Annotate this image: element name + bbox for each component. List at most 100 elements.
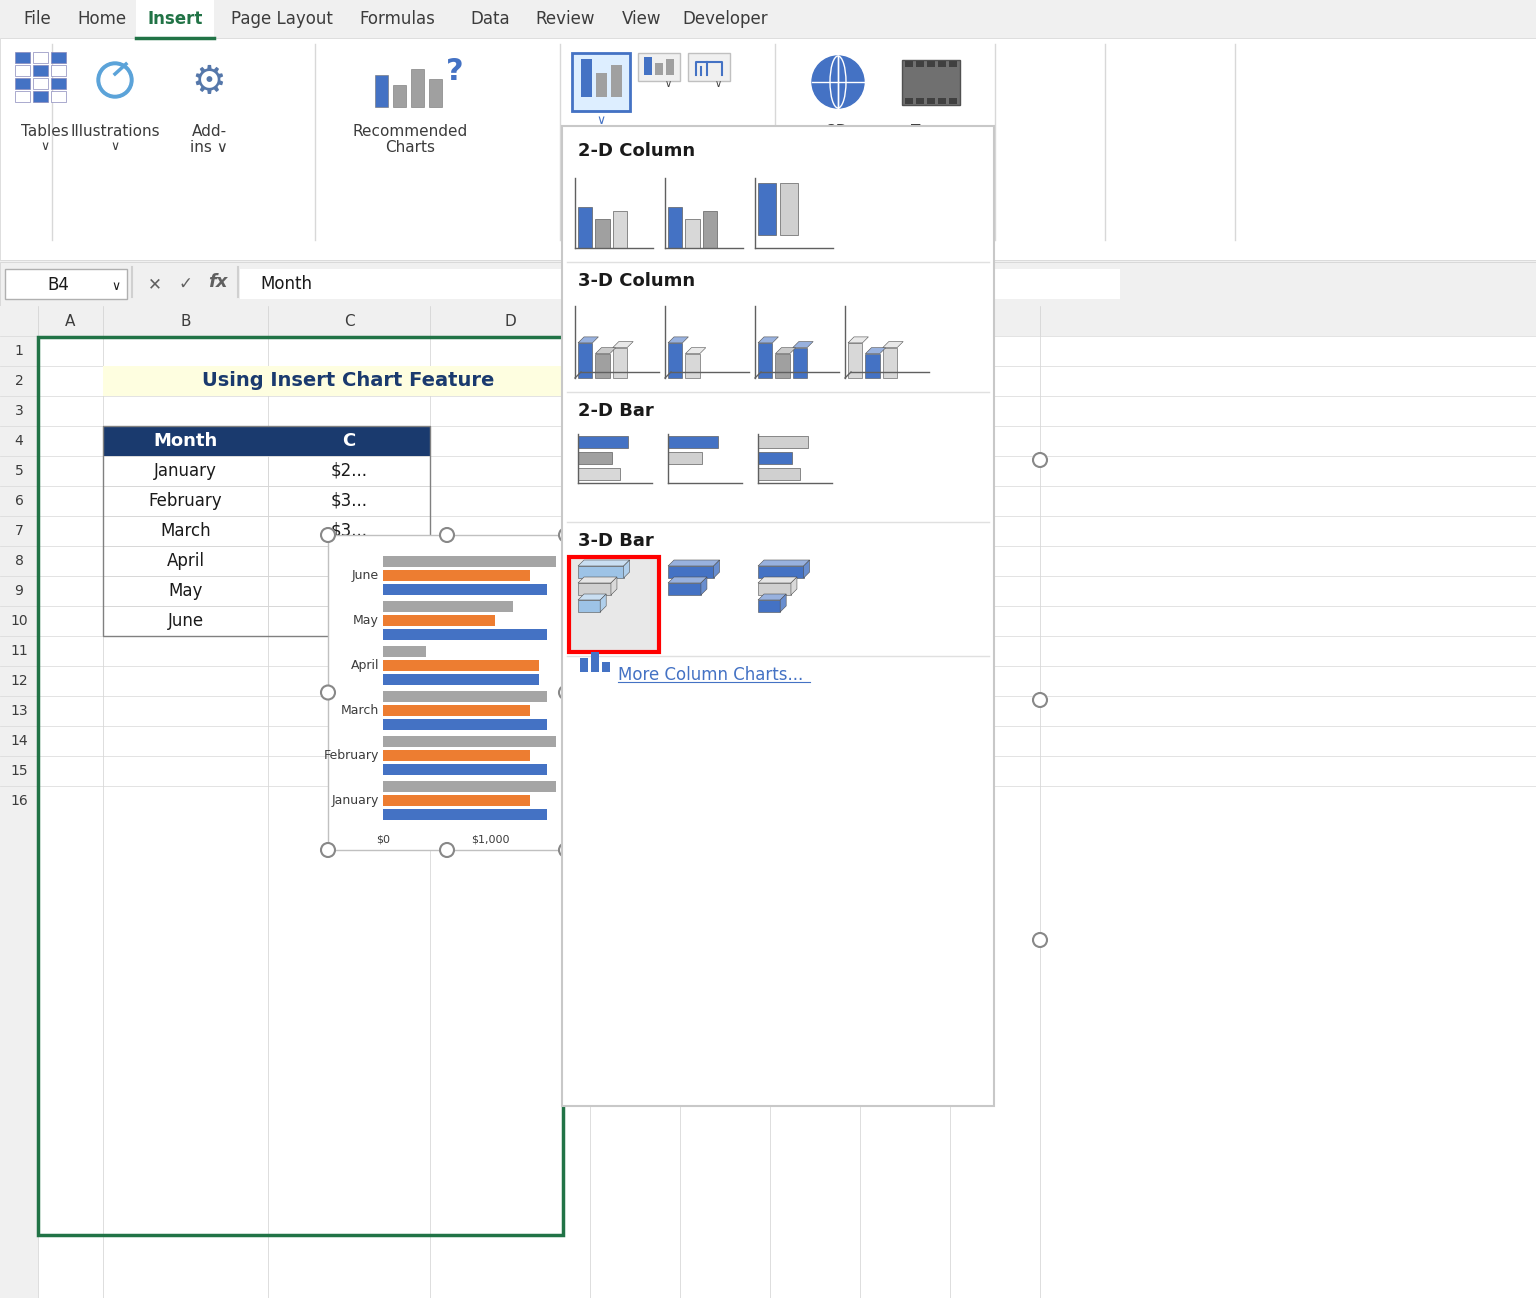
Text: View: View [622,10,662,29]
Bar [667,58,674,75]
Bar [103,606,267,636]
Bar [938,61,946,67]
Bar [32,52,48,64]
Text: February: February [149,492,223,510]
Bar [267,517,430,546]
Bar [938,99,946,104]
Bar [578,343,593,378]
Bar [611,65,622,97]
Bar [382,691,547,702]
Bar [581,58,591,97]
Bar [51,52,66,64]
Text: C: C [344,314,355,328]
Bar [382,750,530,762]
Text: ∨: ∨ [714,79,722,90]
Bar [902,60,960,105]
Text: 6: 6 [14,495,23,508]
Bar [103,456,267,485]
Polygon shape [757,559,809,566]
Polygon shape [700,578,707,594]
Text: 3-D Column: 3-D Column [578,273,696,289]
Text: 9: 9 [14,584,23,598]
Bar [905,99,912,104]
Bar [757,600,780,611]
Text: February: February [324,749,379,762]
Text: ins ∨: ins ∨ [190,139,227,154]
Text: 3: 3 [15,404,23,418]
Text: Data: Data [470,10,510,29]
Text: June: June [167,611,204,630]
Text: ∨: ∨ [112,279,120,292]
Bar [757,583,791,594]
Bar [949,61,957,67]
Bar [915,99,925,104]
Text: Charts: Charts [386,139,435,154]
Bar [103,576,267,606]
Bar [382,628,547,640]
Bar [668,436,719,448]
Polygon shape [578,337,599,343]
Text: March: March [160,522,210,540]
Circle shape [1034,453,1048,467]
Bar [267,485,430,517]
Text: Insert: Insert [147,10,203,29]
Bar [793,348,808,378]
Bar [382,705,530,716]
Bar [382,719,547,731]
Text: 13: 13 [11,704,28,718]
Bar [578,600,601,611]
Circle shape [321,685,335,700]
Bar [596,353,610,378]
Bar [668,566,714,578]
Text: E: E [630,314,641,328]
Bar [382,645,427,657]
Bar [103,426,267,456]
Polygon shape [596,348,616,353]
Text: Illustrations: Illustrations [71,125,160,139]
Bar [757,566,803,578]
Bar [51,65,66,77]
Bar [103,485,267,517]
Polygon shape [776,348,796,353]
Bar [578,583,611,594]
Circle shape [1034,933,1048,948]
Bar [591,652,599,672]
Circle shape [559,528,573,543]
Bar [865,353,880,378]
Text: Review: Review [535,10,594,29]
Text: ∨: ∨ [665,79,671,90]
Circle shape [439,842,455,857]
Polygon shape [803,559,809,578]
Circle shape [101,66,129,93]
Text: 8: 8 [14,554,23,569]
Text: Tours: Tours [911,125,951,139]
Circle shape [321,842,335,857]
Bar [382,736,556,748]
Bar [412,69,424,106]
Bar [429,79,442,106]
Bar [382,601,513,613]
Bar [51,91,66,103]
Bar [15,78,31,90]
Text: Tables: Tables [22,125,69,139]
Bar [578,206,593,248]
Bar [757,452,791,463]
Bar [949,99,957,104]
Bar [382,809,547,820]
Text: January: January [154,462,217,480]
Text: Recommended: Recommended [352,125,467,139]
Bar [0,306,38,1298]
Text: G: G [809,314,820,328]
Text: April: April [166,552,204,570]
Bar [928,99,935,104]
Text: ✕: ✕ [147,275,161,293]
Bar [32,65,48,77]
Text: Add-: Add- [192,125,227,139]
Text: 3D: 3D [828,125,849,139]
Text: $0...: $0... [330,582,367,600]
Bar [757,469,800,480]
Text: 16: 16 [11,794,28,807]
Bar [571,53,630,112]
Text: Month: Month [154,432,218,450]
Bar [685,219,700,248]
